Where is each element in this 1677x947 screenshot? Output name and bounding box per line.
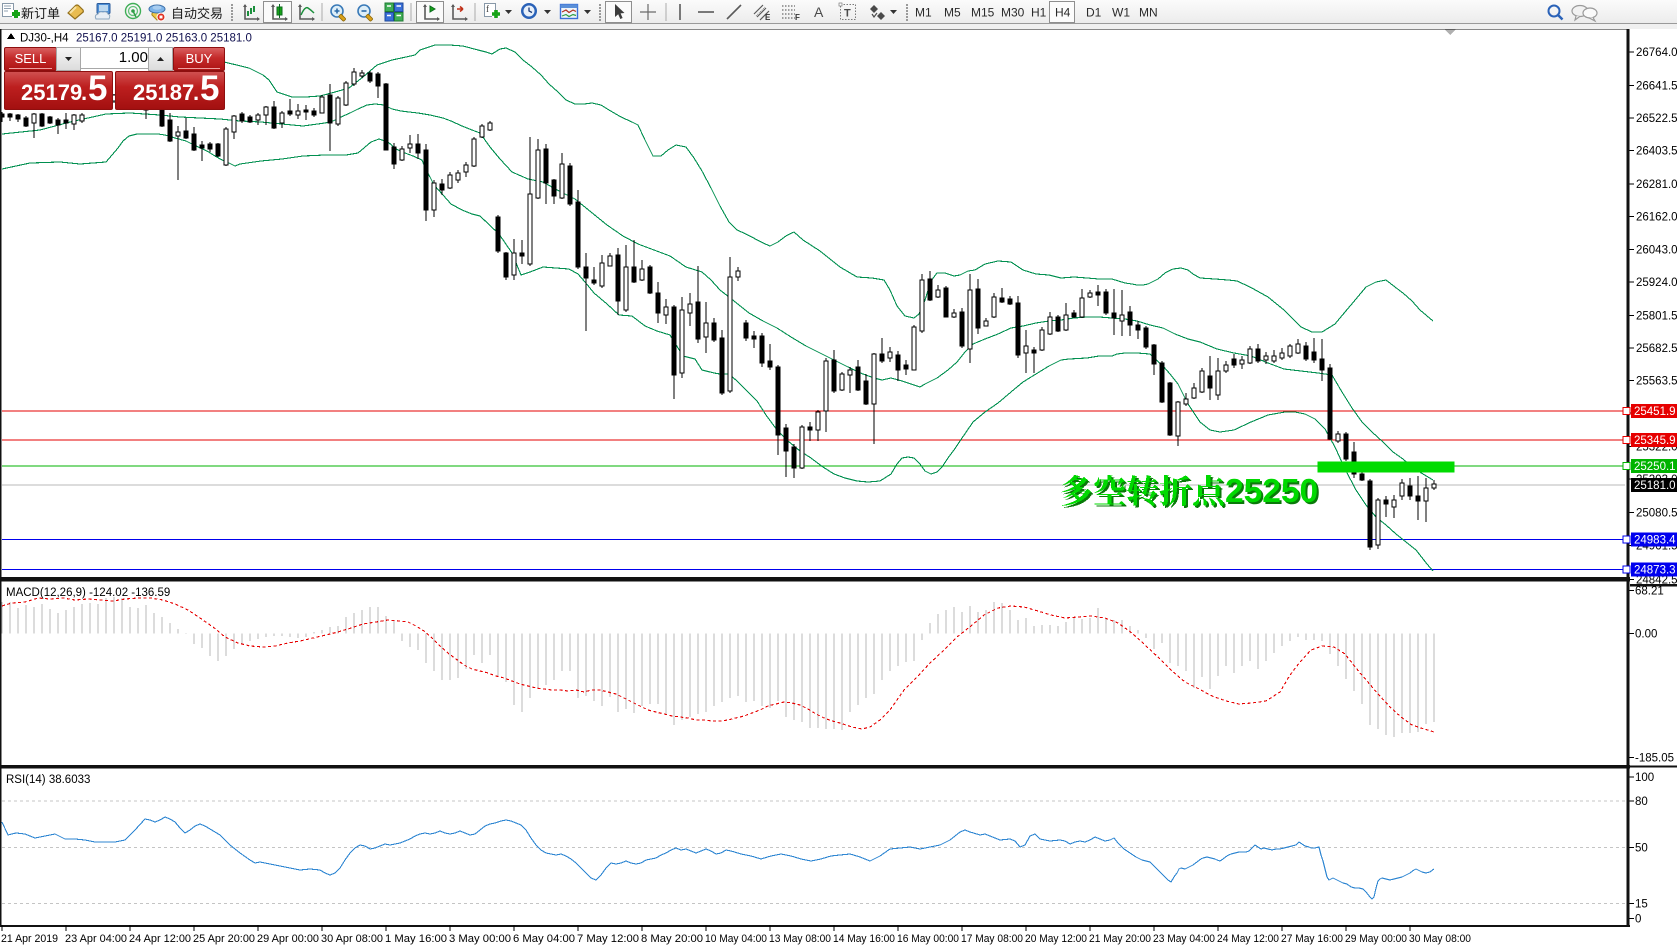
svg-text:25 Apr 20:00: 25 Apr 20:00 bbox=[193, 933, 255, 945]
svg-text:RSI(14) 38.6033: RSI(14) 38.6033 bbox=[6, 774, 90, 786]
svg-text:26522.5: 26522.5 bbox=[1636, 113, 1677, 125]
svg-text:1 May 16:00: 1 May 16:00 bbox=[385, 933, 447, 945]
svg-text:21 Apr 2019: 21 Apr 2019 bbox=[1, 933, 58, 945]
svg-text:M1: M1 bbox=[915, 6, 932, 20]
svg-text:T: T bbox=[844, 8, 851, 20]
svg-text:29 May 00:00: 29 May 00:00 bbox=[1345, 933, 1407, 945]
svg-text:25181.0: 25181.0 bbox=[1634, 480, 1676, 492]
svg-text:17 May 08:00: 17 May 08:00 bbox=[961, 933, 1023, 945]
svg-text:M30: M30 bbox=[1001, 6, 1025, 20]
svg-text:-185.05: -185.05 bbox=[1635, 753, 1674, 765]
svg-text:13 May 08:00: 13 May 08:00 bbox=[769, 933, 831, 945]
svg-text:25167.0 25191.0 25163.0 25181.: 25167.0 25191.0 25163.0 25181.0 bbox=[76, 33, 252, 45]
svg-text:24873.3: 24873.3 bbox=[1634, 565, 1676, 577]
svg-text:25345.9: 25345.9 bbox=[1634, 435, 1676, 447]
svg-text:30 May 08:00: 30 May 08:00 bbox=[1409, 933, 1471, 945]
svg-text:F: F bbox=[795, 13, 800, 22]
svg-text:7 May 12:00: 7 May 12:00 bbox=[577, 933, 639, 945]
svg-text:H4: H4 bbox=[1055, 6, 1071, 20]
svg-text:25451.9: 25451.9 bbox=[1634, 406, 1676, 418]
svg-text:25250: 25250 bbox=[1225, 473, 1318, 510]
svg-text:21 May 20:00: 21 May 20:00 bbox=[1089, 933, 1151, 945]
svg-text:24983.4: 24983.4 bbox=[1634, 535, 1676, 547]
svg-text:20 May 12:00: 20 May 12:00 bbox=[1025, 933, 1087, 945]
svg-text:80: 80 bbox=[1635, 796, 1648, 808]
svg-text:30 Apr 08:00: 30 Apr 08:00 bbox=[321, 933, 383, 945]
svg-text:3 May 00:00: 3 May 00:00 bbox=[449, 933, 511, 945]
svg-text:26641.5: 26641.5 bbox=[1636, 81, 1677, 93]
svg-text:14 May 16:00: 14 May 16:00 bbox=[833, 933, 895, 945]
svg-text:25080.5: 25080.5 bbox=[1636, 508, 1677, 520]
svg-text:23 May 04:00: 23 May 04:00 bbox=[1153, 933, 1215, 945]
svg-text:DJ30-,H4: DJ30-,H4 bbox=[20, 33, 69, 45]
svg-text:A: A bbox=[814, 4, 824, 20]
svg-text:26281.0: 26281.0 bbox=[1636, 179, 1677, 191]
svg-text:f: f bbox=[486, 4, 489, 14]
svg-text:50: 50 bbox=[1635, 843, 1648, 855]
svg-text:E: E bbox=[765, 13, 771, 22]
svg-text:29 Apr 00:00: 29 Apr 00:00 bbox=[257, 933, 319, 945]
svg-text:25250.1: 25250.1 bbox=[1634, 461, 1676, 473]
svg-text:26043.0: 26043.0 bbox=[1636, 244, 1677, 256]
svg-text:25682.5: 25682.5 bbox=[1636, 343, 1677, 355]
svg-text:W1: W1 bbox=[1112, 6, 1130, 20]
svg-text:68.21: 68.21 bbox=[1635, 586, 1664, 598]
svg-text:26764.0: 26764.0 bbox=[1636, 47, 1677, 59]
svg-text:H1: H1 bbox=[1031, 6, 1047, 20]
svg-text:25250: 25250 bbox=[1227, 475, 1320, 512]
svg-text:8 May 20:00: 8 May 20:00 bbox=[641, 933, 703, 945]
svg-text:0.00: 0.00 bbox=[1635, 629, 1657, 641]
svg-text:0: 0 bbox=[1635, 914, 1641, 926]
svg-text:M15: M15 bbox=[971, 6, 995, 20]
svg-text:10 May 04:00: 10 May 04:00 bbox=[705, 933, 767, 945]
svg-text:27 May 16:00: 27 May 16:00 bbox=[1281, 933, 1343, 945]
svg-text:M5: M5 bbox=[944, 6, 961, 20]
svg-text:100: 100 bbox=[1635, 772, 1654, 784]
svg-text:MACD(12,26,9) -124.02 -136.59: MACD(12,26,9) -124.02 -136.59 bbox=[6, 587, 170, 599]
svg-text:24842.5: 24842.5 bbox=[1636, 575, 1677, 587]
svg-text:24 May 12:00: 24 May 12:00 bbox=[1217, 933, 1279, 945]
svg-text:D1: D1 bbox=[1086, 6, 1102, 20]
svg-text:16 May 00:00: 16 May 00:00 bbox=[897, 933, 959, 945]
svg-text:25801.5: 25801.5 bbox=[1636, 310, 1677, 322]
svg-text:25924.0: 25924.0 bbox=[1636, 277, 1677, 289]
svg-text:25563.5: 25563.5 bbox=[1636, 376, 1677, 388]
svg-text:15: 15 bbox=[1635, 899, 1648, 911]
svg-text:MN: MN bbox=[1139, 6, 1158, 20]
svg-text:6 May 04:00: 6 May 04:00 bbox=[513, 933, 575, 945]
svg-text:26403.5: 26403.5 bbox=[1636, 146, 1677, 158]
svg-text:23 Apr 04:00: 23 Apr 04:00 bbox=[65, 933, 127, 945]
svg-text:24 Apr 12:00: 24 Apr 12:00 bbox=[129, 933, 191, 945]
svg-text:26162.0: 26162.0 bbox=[1636, 212, 1677, 224]
